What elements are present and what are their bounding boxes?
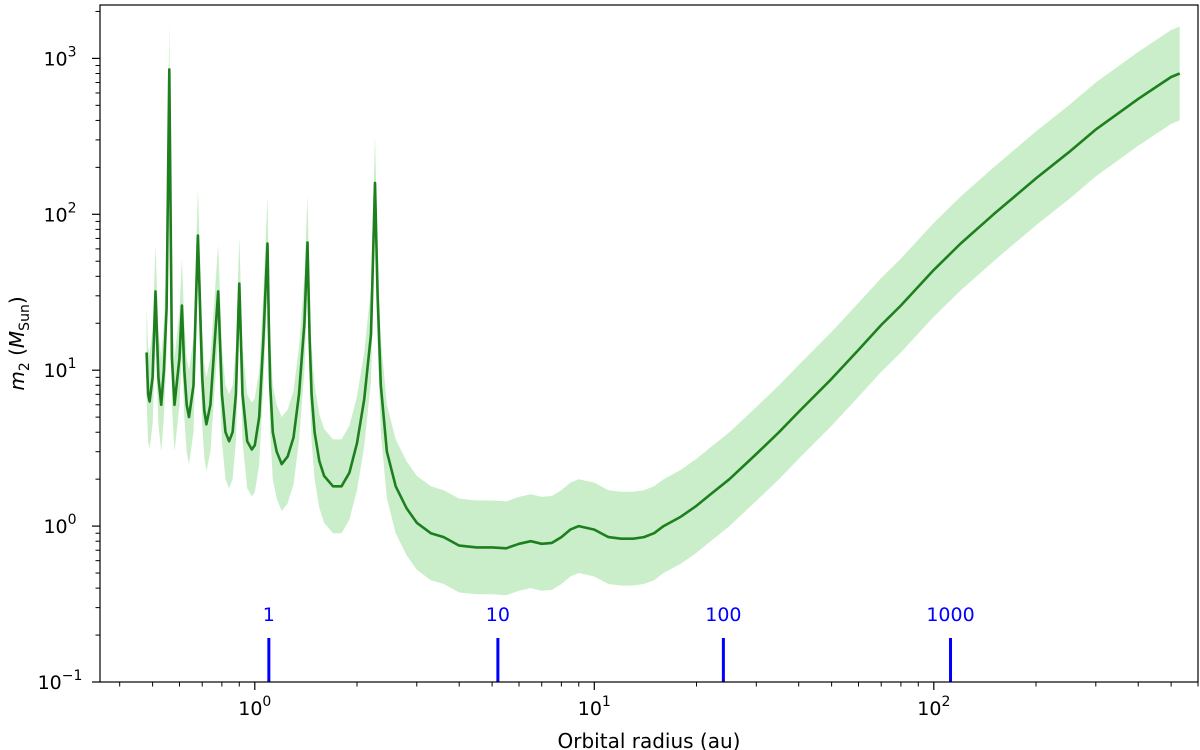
y-label-unit: M — [5, 331, 29, 348]
uncertainty-band — [146, 22, 1180, 596]
annotation-label: 100 — [705, 604, 741, 626]
series-line-group — [145, 68, 1181, 550]
annotation-markers: 1 10 100 1000 — [263, 604, 975, 682]
x-tick-label: 102 — [917, 694, 950, 720]
annotation-label: 1 — [263, 604, 275, 626]
y-axis: 10−1 100 101 102 103 — [38, 10, 100, 694]
plot-frame — [99, 4, 1199, 683]
y-tick-label: 101 — [43, 356, 76, 382]
series-band — [146, 22, 1180, 596]
x-tick-label: 100 — [238, 694, 271, 720]
x-axis: 100 101 102 — [119, 682, 1199, 720]
y-label-paren-open: ( — [5, 348, 29, 362]
y-tick-label: 103 — [43, 44, 76, 70]
annotation-label: 10 — [486, 604, 510, 626]
y-tick-label: 100 — [43, 512, 76, 538]
annotation-label: 1000 — [926, 604, 974, 626]
y-label-paren-close: ) — [5, 296, 29, 304]
y-label-var-sub: 2 — [17, 362, 33, 371]
x-axis-label: Orbital radius (au) — [558, 729, 741, 750]
y-tick-label: 102 — [43, 200, 76, 226]
x-tick-label: 101 — [578, 694, 611, 720]
y-label-unit-sub: Sun — [17, 304, 33, 331]
y-axis-label: m2 (MSun) — [5, 296, 33, 390]
y-label-var: m — [5, 371, 29, 390]
series-line — [145, 68, 1181, 550]
y-tick-label: 10−1 — [38, 668, 83, 694]
